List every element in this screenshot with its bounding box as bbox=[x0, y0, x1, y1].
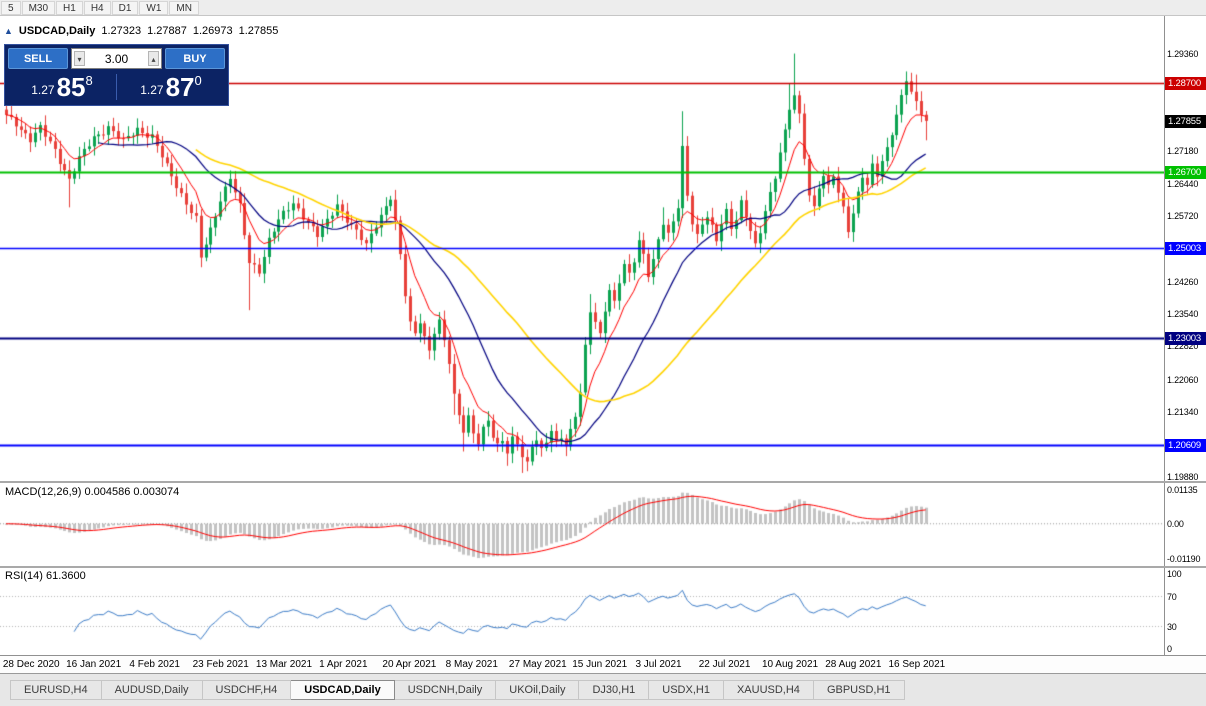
symbol-tab-usdcad-daily[interactable]: USDCAD,Daily bbox=[291, 680, 395, 700]
symbol-tab-gbpusd-h1[interactable]: GBPUSD,H1 bbox=[813, 680, 905, 700]
symbol-tab-xauusd-h4[interactable]: XAUUSD,H4 bbox=[723, 680, 814, 700]
sell-price-pips: 85 bbox=[56, 72, 86, 102]
price-tick: 1.26440 bbox=[1167, 179, 1199, 190]
timeframe-button-m30[interactable]: M30 bbox=[21, 0, 56, 15]
timeframe-button-w1[interactable]: W1 bbox=[139, 0, 169, 15]
ohlc-close: 1.27855 bbox=[238, 25, 279, 37]
price-tick: 1.23540 bbox=[1167, 308, 1199, 319]
time-label: 23 Feb 2021 bbox=[192, 659, 249, 670]
symbol-tab-usdx-h1[interactable]: USDX,H1 bbox=[649, 680, 724, 700]
price-tick: 1.22060 bbox=[1167, 374, 1199, 385]
volume-value: 3.00 bbox=[104, 51, 129, 66]
rsi-axis-label: 70 bbox=[1167, 591, 1177, 602]
buy-price-point: 0 bbox=[194, 73, 202, 88]
chart-symbol-title: USDCAD,Daily bbox=[18, 25, 96, 37]
price-axis[interactable]: 1.29360 1.27180 1.26440 1.25720 1.24260 1.235… bbox=[1164, 16, 1206, 655]
symbol-tab-usdcnh-daily[interactable]: USDCNH,Daily bbox=[394, 680, 497, 700]
price-tick: 1.19880 bbox=[1167, 472, 1199, 483]
price-tag: 1.25003 bbox=[1165, 242, 1206, 256]
time-label: 28 Dec 2020 bbox=[2, 659, 60, 670]
timeframe-button-mn[interactable]: MN bbox=[169, 0, 199, 15]
time-label: 27 May 2021 bbox=[508, 659, 567, 670]
one-click-controls-row: SELL ▾ 3.00 ▴ BUY bbox=[8, 48, 225, 69]
price-tick: 1.25720 bbox=[1167, 211, 1199, 222]
ohlc-low: 1.26973 bbox=[192, 25, 233, 37]
ohlc-open: 1.27323 bbox=[101, 25, 142, 37]
sell-price[interactable]: 1.27 85 8 bbox=[8, 74, 116, 100]
rsi-label: RSI(14) 61.3600 bbox=[5, 570, 86, 582]
symbol-tab-eurusd-h4[interactable]: EURUSD,H4 bbox=[10, 680, 102, 700]
sell-price-prefix: 1.27 bbox=[31, 83, 55, 97]
time-label: 8 May 2021 bbox=[445, 659, 498, 670]
macd-label: MACD(12,26,9) 0.004586 0.003074 bbox=[5, 486, 180, 498]
macd-axis-label: -0.01190 bbox=[1167, 554, 1201, 565]
time-label: 4 Feb 2021 bbox=[129, 659, 180, 670]
buy-price-prefix: 1.27 bbox=[140, 83, 164, 97]
time-label: 10 Aug 2021 bbox=[761, 659, 819, 670]
time-label: 16 Jan 2021 bbox=[66, 659, 122, 670]
time-label: 1 Apr 2021 bbox=[319, 659, 368, 670]
time-label: 20 Apr 2021 bbox=[382, 659, 437, 670]
one-click-collapse-icon[interactable]: ▲ bbox=[4, 26, 13, 36]
one-click-trading-panel: SELL ▾ 3.00 ▴ BUY 1.27 85 8 1.27 87 0 bbox=[4, 44, 229, 106]
price-tag: 1.20609 bbox=[1165, 438, 1206, 452]
time-label: 16 Sep 2021 bbox=[888, 659, 946, 670]
price-tick: 1.21340 bbox=[1167, 407, 1199, 418]
rsi-axis-label: 100 bbox=[1167, 569, 1182, 579]
volume-decrease-icon[interactable]: ▾ bbox=[74, 51, 85, 66]
time-label: 28 Aug 2021 bbox=[825, 659, 882, 670]
timeframe-button-h1[interactable]: H1 bbox=[56, 0, 83, 15]
price-tag: 1.28700 bbox=[1165, 77, 1206, 91]
rsi-axis-label: 0 bbox=[1167, 644, 1172, 654]
time-label: 3 Jul 2021 bbox=[635, 659, 682, 670]
buy-price[interactable]: 1.27 87 0 bbox=[117, 74, 225, 100]
price-tag: 1.27855 bbox=[1165, 114, 1206, 128]
pane-separator-macd[interactable] bbox=[0, 481, 1206, 483]
time-label: 15 Jun 2021 bbox=[572, 659, 628, 670]
price-tick: 1.27180 bbox=[1167, 146, 1199, 157]
timeframe-button-d1[interactable]: D1 bbox=[111, 0, 139, 15]
price-tick: 1.29360 bbox=[1167, 48, 1199, 59]
symbol-tab-dj30-h1[interactable]: DJ30,H1 bbox=[579, 680, 650, 700]
price-tag: 1.23003 bbox=[1165, 331, 1206, 345]
time-label: 22 Jul 2021 bbox=[698, 659, 751, 670]
symbol-tab-audusd-daily[interactable]: AUDUSD,Daily bbox=[101, 680, 203, 700]
timeframe-button-5[interactable]: 5 bbox=[1, 0, 21, 15]
price-tick: 1.24260 bbox=[1167, 276, 1199, 287]
pane-separator-rsi[interactable] bbox=[0, 566, 1206, 568]
sell-button[interactable]: SELL bbox=[8, 48, 68, 69]
symbol-tab-usdchf-h4[interactable]: USDCHF,H4 bbox=[202, 680, 292, 700]
ohlc-high: 1.27887 bbox=[147, 25, 187, 37]
chart-canvas[interactable] bbox=[0, 16, 1164, 655]
volume-field[interactable]: ▾ 3.00 ▴ bbox=[71, 48, 162, 69]
one-click-prices-row: 1.27 85 8 1.27 87 0 bbox=[8, 72, 225, 102]
timeframe-toolbar: 5 M30 H1 H4 D1 W1 MN bbox=[0, 0, 1206, 16]
buy-button[interactable]: BUY bbox=[165, 48, 225, 69]
time-label: 13 Mar 2021 bbox=[255, 659, 313, 670]
symbol-tabbar: EURUSD,H4 AUDUSD,Daily USDCHF,H4 USDCAD,Dai… bbox=[0, 673, 1206, 706]
macd-axis-label: 0.01135 bbox=[1167, 484, 1198, 495]
macd-axis-label: 0.00 bbox=[1167, 518, 1184, 529]
sell-price-point: 8 bbox=[85, 73, 93, 88]
buy-price-pips: 87 bbox=[165, 72, 195, 102]
chart-title-line: ▲ USDCAD,Daily 1.27323 1.27887 1.26973 1… bbox=[4, 25, 278, 37]
volume-increase-icon[interactable]: ▴ bbox=[148, 51, 159, 66]
price-tag: 1.26700 bbox=[1165, 166, 1206, 180]
symbol-tab-ukoil-daily[interactable]: UKOil,Daily bbox=[496, 680, 580, 700]
price-tick: 1.22820 bbox=[1167, 340, 1199, 351]
rsi-axis-label: 30 bbox=[1167, 621, 1177, 632]
time-axis[interactable]: 28 Dec 2020 16 Jan 2021 4 Feb 2021 23 Feb 2… bbox=[0, 655, 1206, 673]
timeframe-button-h4[interactable]: H4 bbox=[83, 0, 111, 15]
price-divider bbox=[116, 74, 117, 100]
